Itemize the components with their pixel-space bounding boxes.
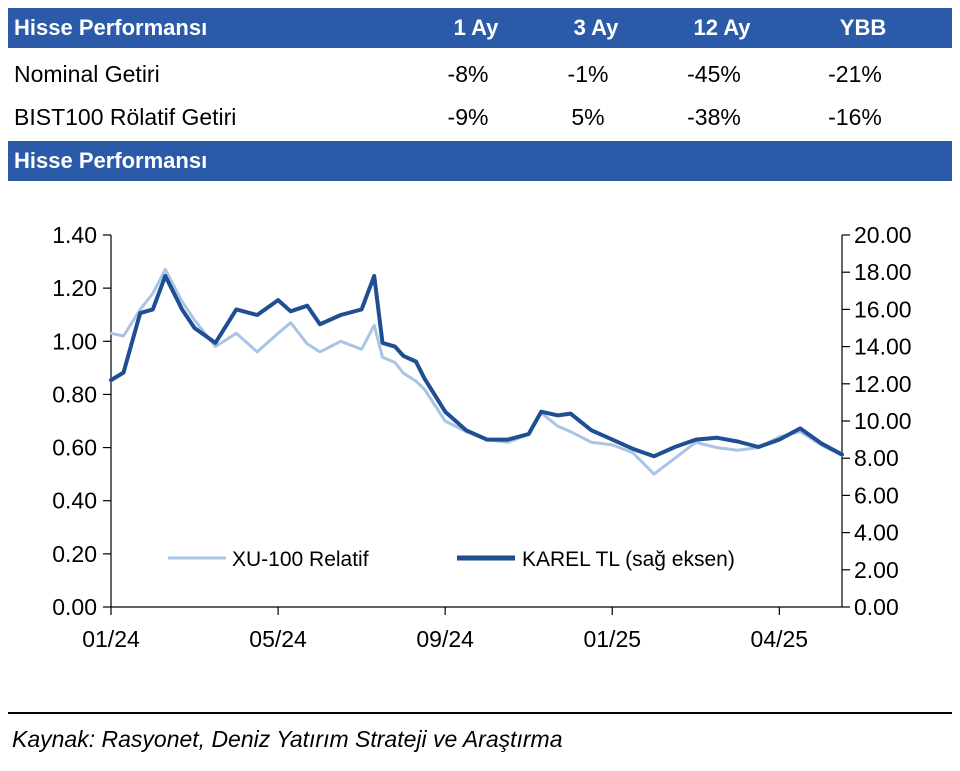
- column-header-3m: 3 Ay: [573, 15, 619, 40]
- stock-performance-chart: 0.00 0.20 0.40 0.60 0.80 1.00 1.20 1.40 0.00 2.00…: [52, 222, 912, 652]
- left-tick-label: 0.40: [52, 488, 97, 514]
- table-cell: -8%: [447, 61, 489, 87]
- right-tick-label: 0.00: [854, 594, 899, 620]
- table-cell: -45%: [687, 61, 741, 87]
- chart-section-bar: Hisse Performansı: [8, 141, 952, 181]
- karel-price-line: [109, 273, 844, 459]
- left-tick-label: 0.00: [52, 594, 97, 620]
- left-tick-label: 0.80: [52, 381, 97, 407]
- left-tick-label: 1.40: [52, 222, 97, 248]
- left-tick-label: 1.20: [52, 275, 97, 301]
- right-tick-label: 20.00: [854, 222, 912, 248]
- row-label: Nominal Getiri: [14, 61, 160, 87]
- chart-section-title: Hisse Performansı: [14, 148, 208, 173]
- x-tick-label: 09/24: [416, 626, 474, 652]
- right-tick-label: 14.00: [854, 334, 912, 360]
- row-label: BIST100 Rölatif Getiri: [14, 104, 237, 130]
- left-tick-label: 0.60: [52, 435, 97, 461]
- x-tick-label: 01/24: [82, 626, 140, 652]
- table-cell: -38%: [687, 104, 741, 130]
- left-tick-label: 1.00: [52, 328, 97, 354]
- xu100-relative-line: [109, 268, 844, 476]
- table-cell: -21%: [828, 61, 882, 87]
- right-tick-label: 6.00: [854, 482, 899, 508]
- footer-divider: [8, 712, 952, 714]
- x-tick-label: 05/24: [249, 626, 307, 652]
- right-tick-label: 10.00: [854, 408, 912, 434]
- legend-label: KAREL TL (sağ eksen): [522, 548, 735, 571]
- right-tick-label: 2.00: [854, 557, 899, 583]
- table-cell: -16%: [828, 104, 882, 130]
- table-cell: -1%: [567, 61, 609, 87]
- column-header-12m: 12 Ay: [693, 15, 751, 40]
- x-tick-label: 04/25: [751, 626, 809, 652]
- column-header-ytd: YBB: [839, 15, 887, 40]
- right-tick-label: 16.00: [854, 296, 912, 322]
- x-tick-label: 01/25: [583, 626, 641, 652]
- table-title: Hisse Performansı: [14, 15, 208, 40]
- right-tick-label: 4.00: [854, 520, 899, 546]
- right-tick-label: 18.00: [854, 259, 912, 285]
- left-tick-label: 0.20: [52, 541, 97, 567]
- source-note: Kaynak: Rasyonet, Deniz Yatırım Strateji…: [12, 726, 563, 752]
- legend-label: XU-100 Relatif: [232, 548, 369, 571]
- table-cell: -9%: [447, 104, 489, 130]
- table-cell: 5%: [571, 104, 605, 130]
- column-header-1m: 1 Ay: [453, 15, 499, 40]
- table-header-bar: Hisse Performansı 1 Ay 3 Ay 12 Ay YBB: [8, 8, 952, 48]
- right-tick-label: 8.00: [854, 445, 899, 471]
- right-tick-label: 12.00: [854, 371, 912, 397]
